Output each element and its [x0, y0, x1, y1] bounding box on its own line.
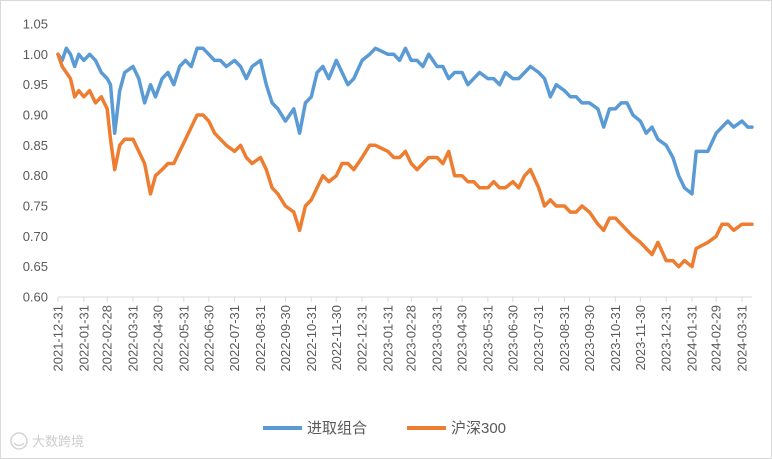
- x-tick-label: 2022-04-30: [150, 305, 165, 372]
- smile-logo-icon: [10, 432, 28, 450]
- y-tick-label: 1.00: [23, 47, 48, 62]
- y-tick-label: 0.80: [23, 168, 48, 183]
- series-lines: [56, 46, 754, 269]
- x-tick-label: 2022-11-30: [329, 305, 344, 371]
- legend-label-series-0: 进取组合: [307, 420, 367, 437]
- y-tick-label: 0.70: [23, 229, 48, 244]
- x-tick-label: 2023-06-30: [505, 305, 520, 372]
- legend: 进取组合 沪深300: [263, 420, 506, 437]
- x-tick-label: 2023-10-31: [608, 305, 623, 372]
- y-tick-label: 0.85: [23, 138, 48, 153]
- x-tick-label: 2023-01-31: [380, 305, 395, 372]
- x-tick-label: 2023-09-30: [582, 305, 597, 372]
- y-tick-label: 0.95: [23, 77, 48, 92]
- x-tick-label: 2022-03-31: [125, 305, 140, 372]
- x-axis-labels: 2021-12-31 2022-01-31 2022-02-28 2022-03-31…: [51, 305, 750, 372]
- x-tick-label: 2022-05-31: [176, 305, 191, 372]
- x-tick-label: 2022-02-28: [100, 305, 115, 372]
- y-tick-label: 0.65: [23, 259, 48, 274]
- legend-label-series-1: 沪深300: [451, 420, 506, 437]
- series-line-0: [56, 46, 754, 196]
- y-tick-label: 0.60: [23, 290, 48, 305]
- x-tick-label: 2022-07-31: [227, 305, 242, 372]
- y-tick-label: 1.05: [23, 17, 48, 32]
- x-tick-label: 2022-06-30: [201, 305, 216, 372]
- watermark: 大数跨境: [10, 432, 84, 450]
- x-tick-label: 2022-08-31: [253, 305, 268, 372]
- x-tick-label: 2022-10-31: [304, 305, 319, 372]
- y-axis-labels: 0.60 0.65 0.70 0.75 0.80 0.85 0.90 0.95 1.00 1.05: [23, 17, 48, 305]
- x-axis-ticks: [57, 297, 743, 302]
- x-tick-label: 2022-09-30: [278, 305, 293, 372]
- x-tick-label: 2023-07-31: [531, 305, 546, 372]
- x-tick-label: 2022-12-31: [355, 305, 370, 372]
- y-tick-label: 0.90: [23, 108, 48, 123]
- watermark-text: 大数跨境: [32, 434, 84, 449]
- x-tick-label: 2023-12-31: [659, 305, 674, 372]
- x-tick-label: 2024-01-31: [685, 305, 700, 372]
- series-line-1: [56, 52, 754, 269]
- x-tick-label: 2024-03-31: [735, 305, 750, 372]
- y-tick-label: 0.75: [23, 199, 48, 214]
- x-tick-label: 2024-02-29: [709, 305, 724, 372]
- x-tick-label: 2023-04-30: [455, 305, 470, 372]
- x-tick-label: 2023-05-31: [480, 305, 495, 372]
- x-tick-label: 2023-02-28: [404, 305, 419, 372]
- x-tick-label: 2022-01-31: [76, 305, 91, 372]
- x-tick-label: 2023-11-30: [633, 305, 648, 371]
- x-tick-label: 2023-03-31: [430, 305, 445, 372]
- x-tick-label: 2023-08-31: [557, 305, 572, 372]
- x-tick-label: 2021-12-31: [51, 305, 66, 372]
